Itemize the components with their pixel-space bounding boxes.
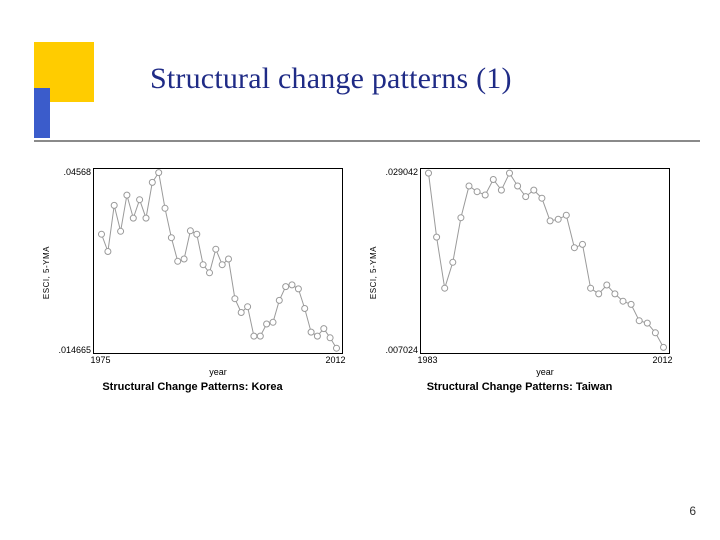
korea-xlabel: year — [93, 367, 343, 377]
taiwan-xlabel: year — [420, 367, 670, 377]
xtick-right: 2012 — [652, 355, 672, 365]
ytick-top: .04568 — [63, 167, 91, 177]
slide-title: Structural change patterns (1) — [150, 62, 512, 96]
page-number: 6 — [689, 504, 696, 518]
xtick-right: 2012 — [325, 355, 345, 365]
ytick-bottom: .014665 — [58, 345, 91, 355]
korea-xtick-row: 1975 2012 — [93, 354, 343, 368]
taiwan-chart: ESCI, 5-YMA .029042 .007024 1983 2012 year… — [369, 168, 670, 393]
line-series — [94, 169, 344, 355]
xtick-left: 1983 — [417, 355, 437, 365]
korea-ytick-col: .04568 .014665 — [55, 168, 93, 354]
ytick-top: .029042 — [385, 167, 418, 177]
line-series — [421, 169, 671, 355]
taiwan-ytick-col: .029042 .007024 — [382, 168, 420, 354]
deco-blue-rect — [34, 88, 50, 138]
taiwan-ylabel: ESCI, 5-YMA — [369, 246, 378, 299]
title-decoration — [34, 42, 118, 138]
taiwan-xtick-row: 1983 2012 — [420, 354, 670, 368]
charts-row: ESCI, 5-YMA .04568.014665 19752012 year … — [42, 168, 670, 393]
korea-chart: ESCI, 5-YMA .04568.014665 19752012 year … — [42, 168, 343, 393]
korea-plot-area — [93, 168, 343, 354]
taiwan-subtitle: Structural Change Patterns: Taiwan — [427, 381, 613, 393]
korea-ylabel: ESCI, 5-YMA — [42, 246, 51, 299]
xtick-left: 1975 — [90, 355, 110, 365]
ytick-bottom: .007024 — [385, 345, 418, 355]
korea-subtitle: Structural Change Patterns: Korea — [102, 381, 282, 393]
taiwan-plot-area — [420, 168, 670, 354]
horizontal-rule — [34, 140, 700, 142]
